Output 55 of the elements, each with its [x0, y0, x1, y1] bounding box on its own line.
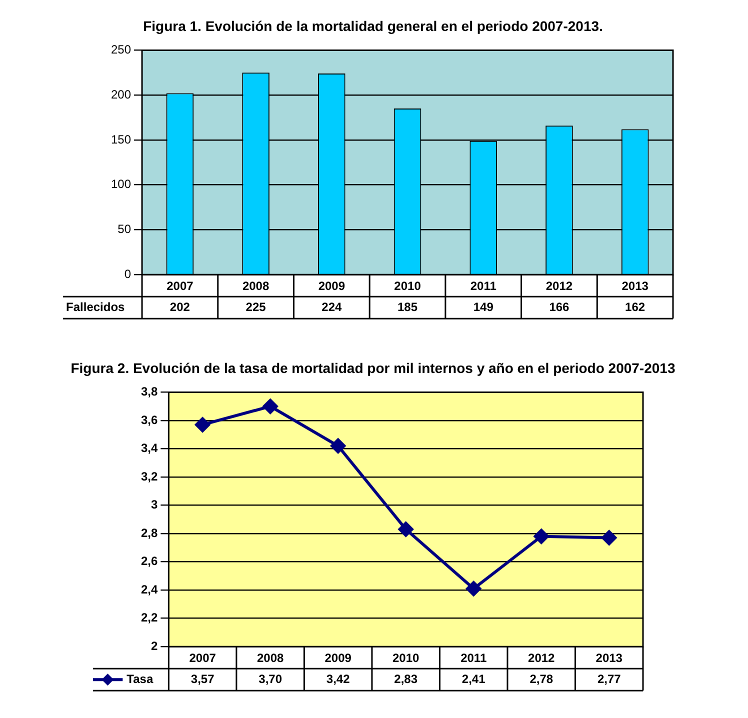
point	[534, 528, 549, 544]
point	[602, 530, 617, 546]
x-tick-label: 2012	[546, 279, 573, 294]
y-tick-label: 3,6	[140, 412, 158, 427]
point	[466, 581, 482, 596]
x-tick-label: 2011	[460, 651, 487, 666]
x-tick-label: 2013	[622, 279, 649, 294]
point	[195, 417, 210, 432]
x-tick-label: 2008	[242, 279, 270, 294]
x-tick-label: 2007	[189, 651, 216, 666]
y-tick-label: 0	[124, 266, 132, 281]
x-tick-label: 2013	[596, 651, 623, 666]
y-tick-label: 3,4	[140, 441, 158, 456]
point	[398, 522, 414, 537]
x-tick-label: 2012	[528, 651, 556, 666]
x-tick-label: 2009	[324, 651, 352, 666]
y-tick-label: 3,2	[140, 469, 158, 484]
y-tick-label: 3	[150, 498, 158, 512]
y-tick-label: 2,6	[140, 554, 158, 568]
chart-title: Figura 2. Evolución de la tasa de mortalidad por mil internos y año en el periodo 2007-2013	[70, 360, 676, 376]
x-tick-label: 2008	[256, 651, 284, 666]
data-label: 3,57	[190, 672, 215, 686]
text: Fallecidos	[66, 300, 126, 314]
point	[262, 398, 278, 414]
data-label: 166	[549, 300, 570, 314]
data-label: 2,78	[530, 672, 554, 686]
y-tick-label: 3,8	[140, 384, 158, 399]
chart-title: Figura 1. Evolución de la mortalidad general en el periodo 2007-2013.	[142, 18, 604, 34]
y-tick-label: 2,2	[140, 610, 158, 625]
data-label: 3,70	[258, 672, 282, 686]
y-tick-label: 2,8	[140, 526, 158, 540]
data-label: 202	[170, 300, 190, 314]
y-tick-label: 250	[110, 42, 132, 57]
point	[330, 438, 346, 454]
data-label: 2,77	[597, 672, 622, 686]
y-tick-label: 2	[150, 638, 158, 653]
y-tick-label: 100	[110, 177, 132, 192]
data-label: 224	[322, 300, 342, 314]
data-label: 2,83	[394, 672, 418, 686]
x-tick-label: 2007	[166, 279, 194, 294]
y-tick-label: 150	[110, 132, 132, 146]
y-tick-label: 2,4	[140, 582, 158, 596]
data-label: 162	[625, 300, 646, 314]
data-label: 185	[397, 300, 418, 314]
legend-label: Tasa	[126, 672, 154, 686]
x-tick-label: 2009	[318, 279, 346, 294]
x-tick-label: 2010	[392, 651, 420, 666]
x-tick-label: 2011	[470, 279, 497, 294]
data-label: 2,41	[462, 672, 486, 686]
y-tick-label: 50	[118, 222, 132, 236]
y-tick-label: 200	[110, 87, 132, 102]
data-label: 149	[473, 300, 494, 314]
x-tick-label: 2010	[394, 279, 422, 294]
data-label: 225	[246, 300, 266, 314]
data-label: 3,42	[326, 672, 350, 686]
